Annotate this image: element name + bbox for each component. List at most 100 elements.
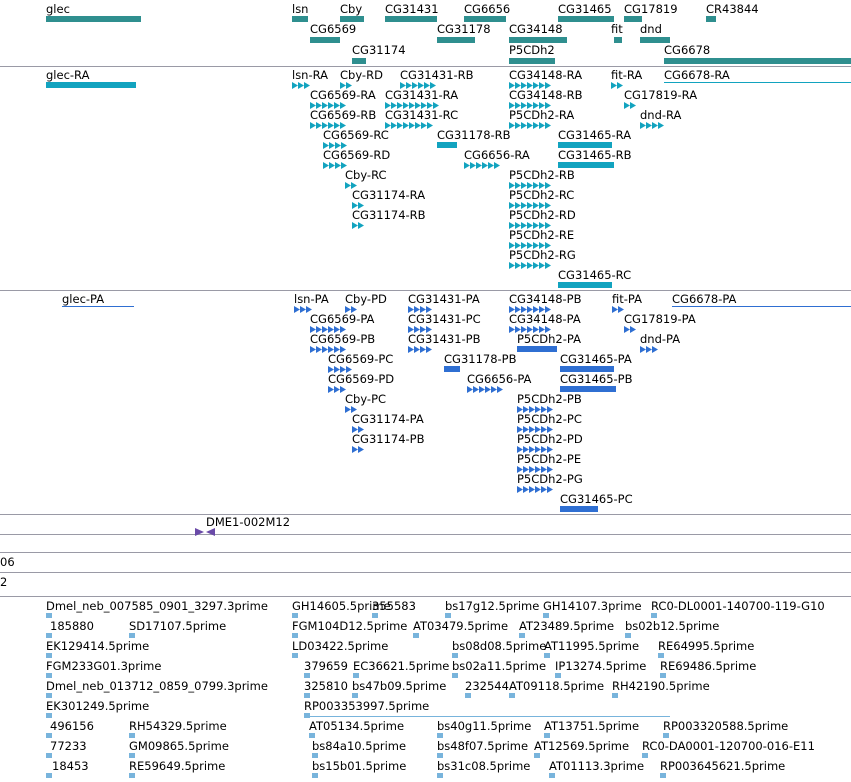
protein-label-cg6569-pd[interactable]: CG6569-PD bbox=[328, 372, 395, 386]
transcript-glyph-cg6678-ra[interactable] bbox=[664, 80, 851, 86]
est-glyph-gm09865-5prime[interactable] bbox=[129, 753, 135, 760]
protein-label-cby-pd[interactable]: Cby-PD bbox=[345, 292, 387, 306]
protein-glyph-cby-pc[interactable] bbox=[345, 406, 359, 413]
protein-glyph-p5cdh2-pe[interactable] bbox=[517, 466, 555, 473]
gene-label-glec[interactable]: glec bbox=[46, 2, 70, 16]
est-label-496156[interactable]: 496156 bbox=[50, 719, 94, 733]
protein-label-dnd-pa[interactable]: dnd-PA bbox=[640, 332, 681, 346]
transcript-glyph-p5cdh2-rg[interactable] bbox=[509, 262, 553, 269]
est-label-at03479-5prime[interactable]: AT03479.5prime bbox=[413, 619, 509, 633]
est-label-bs17g12-5prime[interactable]: bs17g12.5prime bbox=[445, 599, 540, 613]
protein-label-cg17819-pa[interactable]: CG17819-PA bbox=[624, 312, 696, 326]
est-glyph-325810[interactable] bbox=[304, 693, 310, 700]
transcript-glyph-cg6569-rb[interactable] bbox=[310, 122, 348, 129]
transcript-glyph-p5cdh2-rd[interactable] bbox=[509, 222, 553, 229]
protein-glyph-fit-pa[interactable] bbox=[612, 306, 626, 313]
est-label-rp003645621-5prime[interactable]: RP003645621.5prime bbox=[660, 759, 786, 773]
gene-label-fit[interactable]: fit bbox=[611, 22, 623, 36]
protein-label-cg6569-pc[interactable]: CG6569-PC bbox=[328, 352, 394, 366]
protein-glyph-cby-pd[interactable] bbox=[345, 306, 359, 313]
est-label-gm09865-5prime[interactable]: GM09865.5prime bbox=[129, 739, 229, 753]
est-glyph-rh54329-5prime[interactable] bbox=[129, 733, 135, 740]
est-label-bs02b12-5prime[interactable]: bs02b12.5prime bbox=[625, 619, 720, 633]
transcript-label-lsn-ra[interactable]: lsn-RA bbox=[292, 68, 329, 82]
est-label-dmel-neb-013712-0859-0799-3prime[interactable]: Dmel_neb_013712_0859_0799.3prime bbox=[46, 679, 268, 693]
protein-glyph-cg6569-pc[interactable] bbox=[328, 366, 354, 373]
transcript-glyph-cg31174-rb[interactable] bbox=[352, 222, 366, 229]
est-glyph-bs40g11-5prime[interactable] bbox=[437, 733, 443, 740]
est-label-bs08d08-5prime[interactable]: bs08d08.5prime bbox=[452, 639, 547, 653]
est-glyph-gh14107-3prime[interactable] bbox=[543, 613, 549, 620]
est-glyph-bs02b12-5prime[interactable] bbox=[625, 633, 631, 640]
gene-glyph-cg6678[interactable] bbox=[664, 58, 851, 66]
est-label-rp003320588-5prime[interactable]: RP003320588.5prime bbox=[663, 719, 789, 733]
est-glyph-bs84a10-5prime[interactable] bbox=[312, 753, 318, 760]
protein-glyph-cg6678-pa[interactable] bbox=[672, 304, 851, 310]
protein-label-cg6678-pa[interactable]: CG6678-PA bbox=[672, 292, 737, 306]
protein-glyph-cg34148-pa[interactable] bbox=[509, 326, 553, 333]
protein-label-fit-pa[interactable]: fit-PA bbox=[612, 292, 642, 306]
protein-glyph-cg31465-pc[interactable] bbox=[560, 506, 598, 514]
est-label-gh14605-5prime[interactable]: GH14605.5prime bbox=[292, 599, 391, 613]
gene-label-p5cdh2[interactable]: P5CDh2 bbox=[509, 43, 555, 57]
est-glyph-ek301249-5prime[interactable] bbox=[46, 713, 52, 720]
gene-glyph-cr43844[interactable] bbox=[706, 16, 716, 24]
est-glyph-at09118-5prime[interactable] bbox=[509, 693, 515, 700]
gene-glyph-cg6656[interactable] bbox=[464, 16, 506, 24]
est-glyph-bs48f07-5prime[interactable] bbox=[437, 753, 443, 760]
est-glyph-18453[interactable] bbox=[46, 773, 52, 780]
transcript-label-fit-ra[interactable]: fit-RA bbox=[611, 68, 643, 82]
gene-label-cg31178[interactable]: CG31178 bbox=[437, 22, 491, 36]
est-label-rh42190-5prime[interactable]: RH42190.5prime bbox=[612, 679, 710, 693]
est-label-at01113-3prime[interactable]: AT01113.3prime bbox=[549, 759, 645, 773]
est-glyph-ek129414-5prime[interactable] bbox=[46, 653, 52, 660]
transcript-label-p5cdh2-rg[interactable]: P5CDh2-RG bbox=[509, 248, 576, 262]
transcript-glyph-cg31465-rc[interactable] bbox=[558, 282, 612, 290]
gene-glyph-cg31178[interactable] bbox=[437, 37, 475, 45]
protein-glyph-lsn-pa[interactable] bbox=[294, 306, 314, 313]
est-label-dmel-neb-007585-0901-3297-3prime[interactable]: Dmel_neb_007585_0901_3297.3prime bbox=[46, 599, 268, 613]
transcript-label-cg31431-ra[interactable]: CG31431-RA bbox=[385, 88, 459, 102]
est-label-gh14107-3prime[interactable]: GH14107.3prime bbox=[543, 599, 642, 613]
gene-label-cr43844[interactable]: CR43844 bbox=[706, 2, 759, 16]
est-label-ek129414-5prime[interactable]: EK129414.5prime bbox=[46, 639, 150, 653]
gene-label-cg6656[interactable]: CG6656 bbox=[464, 2, 511, 16]
est-label-ek301249-5prime[interactable]: EK301249.5prime bbox=[46, 699, 150, 713]
gene-label-dnd[interactable]: dnd bbox=[640, 22, 662, 36]
est-glyph-ip13274-5prime[interactable] bbox=[555, 673, 561, 680]
transcript-label-cg6656-ra[interactable]: CG6656-RA bbox=[464, 148, 530, 162]
protein-glyph-cg31431-pb[interactable] bbox=[408, 346, 434, 353]
transcript-label-cg31465-rc[interactable]: CG31465-RC bbox=[558, 268, 632, 282]
est-glyph-at11995-5prime[interactable] bbox=[544, 653, 550, 660]
primer-label[interactable]: DME1-002M12 bbox=[206, 515, 291, 529]
gene-glyph-cg34148[interactable] bbox=[509, 37, 567, 45]
gene-glyph-cg31174[interactable] bbox=[352, 58, 366, 66]
protein-label-cby-pc[interactable]: Cby-PC bbox=[345, 392, 387, 406]
est-label-18453[interactable]: 18453 bbox=[52, 759, 89, 773]
protein-glyph-cg17819-pa[interactable] bbox=[624, 326, 638, 333]
est-label-rc0-dl0001-140700-119-g10[interactable]: RC0-DL0001-140700-119-G10 bbox=[651, 599, 825, 613]
protein-label-cg6656-pa[interactable]: CG6656-PA bbox=[467, 372, 532, 386]
gene-label-lsn[interactable]: lsn bbox=[292, 2, 309, 16]
protein-label-cg31465-pc[interactable]: CG31465-PC bbox=[560, 492, 633, 506]
est-glyph-dmel-neb-013712-0859-0799-3prime[interactable] bbox=[46, 693, 52, 700]
est-glyph-re69486-5prime[interactable] bbox=[660, 673, 666, 680]
gene-glyph-fit[interactable] bbox=[614, 37, 622, 45]
protein-glyph-cg31174-pb[interactable] bbox=[352, 446, 366, 453]
transcript-label-glec-ra[interactable]: glec-RA bbox=[46, 68, 90, 82]
protein-glyph-dnd-pa[interactable] bbox=[640, 346, 660, 353]
gene-glyph-cg31465[interactable] bbox=[558, 16, 614, 24]
transcript-label-cg31178-rb[interactable]: CG31178-RB bbox=[437, 128, 511, 142]
est-glyph-sd17107-5prime[interactable] bbox=[129, 633, 135, 640]
protein-label-p5cdh2-pb[interactable]: P5CDh2-PB bbox=[517, 392, 582, 406]
est-glyph-bs47b09-5prime[interactable] bbox=[352, 693, 358, 700]
est-glyph-rc0-dl0001-140700-119-g10[interactable] bbox=[651, 613, 657, 620]
est-glyph-rp003353997-span[interactable] bbox=[304, 714, 670, 720]
protein-glyph-cg6656-pa[interactable] bbox=[467, 386, 505, 393]
est-glyph-232544[interactable] bbox=[465, 693, 471, 700]
transcript-glyph-cg17819-ra[interactable] bbox=[624, 102, 638, 109]
protein-glyph-p5cdh2-pg[interactable] bbox=[517, 486, 555, 493]
protein-label-cg31465-pa[interactable]: CG31465-PA bbox=[560, 352, 632, 366]
protein-label-cg31431-pb[interactable]: CG31431-PB bbox=[408, 332, 481, 346]
protein-glyph-p5cdh2-pa[interactable] bbox=[517, 346, 557, 354]
